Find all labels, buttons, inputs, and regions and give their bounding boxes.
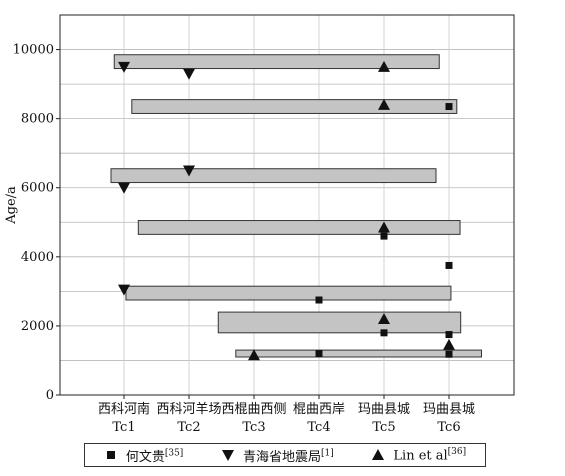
triangle-down-marker-icon	[221, 450, 234, 461]
y-tick-label: 0	[46, 388, 54, 403]
square-point	[380, 232, 388, 240]
x-category-code: Tc2	[177, 420, 200, 435]
triangle-up-point	[443, 338, 455, 350]
x-category-name: 西科河羊场	[156, 401, 221, 417]
y-tick-label: 6000	[21, 181, 54, 196]
square-point	[445, 350, 453, 358]
triangle-down-point	[118, 182, 130, 194]
age-range-bar	[113, 54, 440, 70]
x-category-code: Tc1	[112, 420, 135, 435]
data-points	[118, 60, 455, 361]
age-range-bar	[131, 99, 458, 114]
square-point	[445, 261, 453, 269]
x-category-code: Tc5	[372, 420, 395, 435]
triangle-up-point	[378, 60, 390, 72]
x-category-name: 玛曲县城	[358, 402, 410, 417]
triangle-down-point	[183, 68, 195, 80]
square-point	[315, 350, 323, 358]
x-category-code: Tc4	[307, 420, 330, 435]
triangle-down-point	[118, 61, 130, 73]
legend: 何文贵[35] 青海省地震局[1] Lin et al[36]	[84, 443, 486, 467]
y-tick-label: 8000	[21, 112, 54, 127]
y-tick-label: 10000	[13, 43, 54, 58]
x-category-code: Tc6	[437, 420, 460, 435]
x-category-name: 西棍曲西侧	[221, 402, 286, 417]
square-point	[445, 103, 453, 111]
x-category-name: 西科河南	[98, 401, 150, 417]
age-range-bar	[235, 349, 482, 358]
age-range-bar	[217, 311, 462, 334]
legend-label-square: 何文贵[35]	[125, 448, 184, 465]
legend-label-triangle-up: Lin et al[36]	[393, 446, 467, 464]
range-bars	[110, 54, 482, 358]
square-marker-icon	[106, 451, 115, 459]
age-range-bar	[125, 285, 452, 301]
legend-item-square: 何文贵[35]	[104, 446, 184, 465]
x-category-name: 棍曲西岸	[293, 402, 345, 417]
x-category-code: Tc3	[242, 420, 265, 435]
legend-item-triangle-up: Lin et al[36]	[371, 447, 466, 463]
plot-frame	[59, 14, 515, 396]
square-point	[380, 329, 388, 337]
triangle-up-point	[378, 313, 390, 324]
triangle-up-point	[378, 221, 390, 233]
y-axis-label: Age/a	[4, 186, 19, 225]
y-tick-label: 4000	[21, 250, 54, 265]
x-axis-ticks: 西科河南 Tc1 西科河羊场 Tc2 西棍曲西侧 Tc3 棍曲西岸 Tc4 玛曲县城 Tc5 玛曲县…	[98, 395, 475, 435]
triangle-up-marker-icon	[372, 448, 385, 460]
legend-item-triangle-down: 青海省地震局[1]	[221, 446, 334, 465]
y-tick-label: 2000	[21, 319, 54, 334]
legend-label-triangle-down: 青海省地震局[1]	[242, 448, 334, 465]
age-range-bar	[110, 168, 437, 184]
y-axis-ticks: 0 2000 4000 6000 8000 10000	[13, 43, 60, 403]
square-point	[445, 331, 453, 339]
triangle-up-point	[378, 98, 390, 110]
square-point	[315, 296, 323, 304]
x-category-name: 玛曲县城	[423, 402, 475, 417]
triangle-down-point	[118, 284, 130, 296]
triangle-down-point	[183, 165, 195, 177]
triangle-up-point	[248, 349, 260, 361]
age-range-bar	[137, 220, 461, 235]
